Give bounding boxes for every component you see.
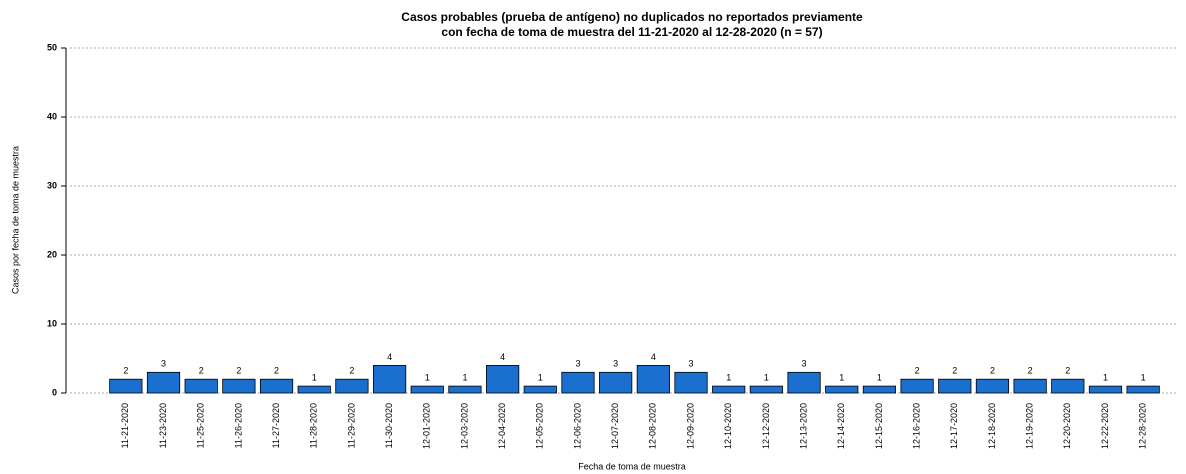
bar bbox=[259, 378, 294, 394]
x-tick-label: 12-15-2020 bbox=[874, 403, 884, 449]
bar bbox=[486, 364, 520, 394]
x-tick-label: 12-12-2020 bbox=[761, 403, 771, 449]
data-label: 2 bbox=[1028, 366, 1033, 376]
x-tick-label: 12-06-2020 bbox=[572, 403, 582, 449]
x-tick-label: 12-22-2020 bbox=[1100, 403, 1110, 449]
y-tick-label: 0 bbox=[52, 387, 57, 397]
x-tick-label: 12-03-2020 bbox=[459, 403, 469, 449]
x-tick-label: 11-21-2020 bbox=[120, 403, 130, 448]
x-axis-label: Fecha de toma de muestra bbox=[578, 461, 686, 471]
bar bbox=[146, 371, 181, 394]
bar bbox=[1088, 385, 1123, 394]
bar bbox=[749, 385, 783, 394]
y-axis-label: Casos por fecha de toma de muestra bbox=[10, 146, 20, 294]
bar bbox=[410, 385, 444, 394]
x-tick-label: 12-08-2020 bbox=[648, 403, 658, 449]
bar bbox=[184, 378, 218, 394]
x-tick-label: 12-07-2020 bbox=[610, 403, 620, 449]
data-label: 4 bbox=[651, 352, 656, 362]
data-label: 4 bbox=[387, 352, 392, 362]
y-tick-label: 10 bbox=[47, 318, 57, 328]
x-tick-label: 11-27-2020 bbox=[271, 403, 281, 448]
data-label: 1 bbox=[877, 372, 882, 382]
data-label: 1 bbox=[425, 372, 430, 382]
x-tick-label: 12-14-2020 bbox=[836, 403, 846, 449]
bar bbox=[448, 385, 482, 394]
x-tick-label: 12-18-2020 bbox=[987, 403, 997, 449]
x-tick-label: 11-23-2020 bbox=[158, 403, 168, 448]
x-tick-label: 12-28-2020 bbox=[1138, 403, 1148, 449]
bar bbox=[712, 385, 746, 394]
bar bbox=[561, 371, 595, 394]
bar bbox=[109, 378, 143, 394]
data-label: 1 bbox=[312, 372, 317, 382]
bar bbox=[599, 371, 633, 394]
data-label: 1 bbox=[764, 372, 769, 382]
data-label: 3 bbox=[689, 359, 694, 369]
data-label: 3 bbox=[161, 359, 166, 369]
data-label: 2 bbox=[349, 366, 354, 376]
bar bbox=[523, 385, 557, 394]
bar bbox=[787, 371, 821, 394]
x-tick-label: 12-05-2020 bbox=[535, 403, 545, 449]
data-label: 3 bbox=[802, 359, 807, 369]
data-label: 1 bbox=[462, 372, 467, 382]
data-label: 2 bbox=[1065, 366, 1070, 376]
data-label: 2 bbox=[199, 366, 204, 376]
bar bbox=[636, 364, 670, 394]
data-label: 4 bbox=[500, 352, 505, 362]
chart-title: con fecha de toma de muestra del 11-21-2… bbox=[441, 25, 822, 39]
y-tick-label: 40 bbox=[47, 111, 57, 121]
y-tick-label: 20 bbox=[47, 249, 57, 259]
data-label: 2 bbox=[123, 366, 128, 376]
bar bbox=[1126, 385, 1160, 394]
x-tick-label: 11-30-2020 bbox=[384, 403, 394, 448]
bar bbox=[335, 378, 369, 394]
y-tick-label: 50 bbox=[47, 42, 57, 52]
bar bbox=[1051, 378, 1085, 394]
bar bbox=[862, 385, 897, 394]
data-label: 1 bbox=[1103, 372, 1108, 382]
x-tick-label: 12-19-2020 bbox=[1025, 403, 1035, 449]
bar bbox=[1013, 378, 1047, 394]
x-tick-label: 11-29-2020 bbox=[346, 403, 356, 448]
bar bbox=[297, 385, 331, 394]
x-tick-label: 12-09-2020 bbox=[685, 403, 695, 449]
data-label: 2 bbox=[990, 366, 995, 376]
x-tick-label: 12-16-2020 bbox=[911, 403, 921, 449]
data-label: 2 bbox=[236, 366, 241, 376]
data-label: 1 bbox=[726, 372, 731, 382]
x-tick-label: 12-17-2020 bbox=[949, 403, 959, 449]
x-tick-label: 11-26-2020 bbox=[233, 403, 243, 448]
bar bbox=[938, 378, 972, 394]
bar bbox=[975, 378, 1010, 394]
x-tick-label: 12-04-2020 bbox=[497, 403, 507, 449]
x-tick-label: 12-10-2020 bbox=[723, 403, 733, 449]
x-tick-label: 11-25-2020 bbox=[196, 403, 206, 448]
data-label: 3 bbox=[613, 359, 618, 369]
y-tick-label: 30 bbox=[47, 180, 57, 190]
data-label: 2 bbox=[952, 366, 957, 376]
x-tick-label: 12-01-2020 bbox=[422, 403, 432, 449]
data-label: 2 bbox=[915, 366, 920, 376]
bar bbox=[674, 371, 708, 394]
data-label: 1 bbox=[1141, 372, 1146, 382]
x-tick-label: 12-20-2020 bbox=[1062, 403, 1072, 449]
data-label: 2 bbox=[274, 366, 279, 376]
chart-title: Casos probables (prueba de antígeno) no … bbox=[401, 10, 863, 24]
bar bbox=[372, 364, 407, 394]
bar bbox=[222, 378, 256, 394]
x-tick-label: 12-13-2020 bbox=[798, 403, 808, 449]
x-tick-label: 11-28-2020 bbox=[309, 403, 319, 448]
data-label: 1 bbox=[538, 372, 543, 382]
data-label: 3 bbox=[575, 359, 580, 369]
data-label: 1 bbox=[839, 372, 844, 382]
bar bbox=[825, 385, 859, 394]
bar bbox=[900, 378, 934, 394]
